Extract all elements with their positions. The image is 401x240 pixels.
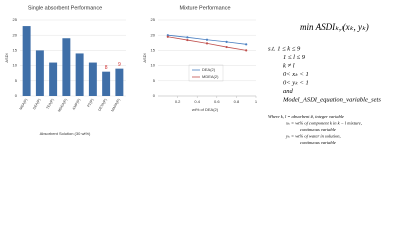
x-tick-label: 1 xyxy=(255,99,258,104)
definition: continuous variable xyxy=(300,127,336,132)
definition: continuous variable xyxy=(300,140,336,145)
objective: min ASDIₖ,ₗ(xₖ, yₖ) xyxy=(300,22,369,32)
x-tick-label: MAPA(P) xyxy=(110,98,121,112)
point xyxy=(186,38,189,42)
point xyxy=(205,42,209,45)
y-tick-label: 10 xyxy=(13,63,18,68)
point xyxy=(245,43,248,46)
y-axis-label: ASDI xyxy=(142,53,147,62)
x-tick-label: MDEA(P) xyxy=(57,98,68,113)
y-tick-label: 15 xyxy=(13,47,18,52)
x-tick-label: 0.6 xyxy=(214,99,220,104)
bar xyxy=(35,50,44,96)
point xyxy=(166,34,169,37)
x-tick-label: 0.4 xyxy=(194,99,200,104)
point xyxy=(166,35,169,38)
y-tick-label: 25 xyxy=(151,17,156,22)
definition: xₖ = wt% of component k in k − l mixture… xyxy=(285,121,362,127)
y-tick-label: 5 xyxy=(15,78,18,83)
x-tick-label: 0.2 xyxy=(175,99,181,104)
x-tick-label: DEA(P) xyxy=(32,98,41,110)
y-tick-label: 15 xyxy=(151,47,156,52)
legend-label: MDEA(2) xyxy=(202,74,219,79)
x-tick-label: TEA(P) xyxy=(46,98,55,110)
x-tick-label: PZ(P) xyxy=(87,98,95,108)
y-tick-label: 20 xyxy=(13,32,18,37)
legend-box xyxy=(188,64,224,82)
figure: min ASDIₖ,ₗ(xₖ, yₖ) s.t. 1 ≤ k ≤ 9 1 ≤ l … xyxy=(4,5,381,145)
bar xyxy=(115,68,124,96)
constraint: 1 ≤ l ≤ 9 xyxy=(283,54,306,61)
y-tick-label: 5 xyxy=(153,78,156,83)
y-tick-label: 25 xyxy=(13,17,18,22)
constraint: 0< yₖ < 1 xyxy=(283,79,309,86)
y-tick-label: 10 xyxy=(151,63,156,68)
y-axis-label: ASDI xyxy=(4,53,9,62)
bar xyxy=(88,62,97,96)
bar xyxy=(62,38,71,96)
x-tick-label: DETA(P) xyxy=(97,98,107,112)
point xyxy=(225,40,228,43)
x-tick-label: MEA(P) xyxy=(19,98,29,111)
chart-title: Mixture Performance xyxy=(179,5,230,11)
point xyxy=(205,38,209,41)
bar xyxy=(102,71,111,96)
point xyxy=(186,36,189,39)
bar xyxy=(49,62,58,96)
point xyxy=(225,45,228,49)
bar xyxy=(22,26,31,96)
constraint: k ≠ l xyxy=(283,62,295,69)
x-tick-label: AMP(P) xyxy=(72,98,82,111)
legend-label: DEA(2) xyxy=(202,67,216,72)
definition: Where k, l = absorbent #, integer variab… xyxy=(268,114,344,120)
point xyxy=(245,49,248,52)
constraint: 0< xₖ < 1 xyxy=(283,71,309,78)
y-tick-label: 0 xyxy=(153,93,156,98)
y-tick-label: 20 xyxy=(151,32,156,37)
x-tick-label: 0.8 xyxy=(234,99,240,104)
definition: yₖ = wt% of water in solution, xyxy=(285,134,341,140)
y-tick-label: 0 xyxy=(15,93,18,98)
value-label: 8 xyxy=(105,65,108,71)
constraint: and xyxy=(283,88,294,95)
chart-title: Single absorbent Performance xyxy=(28,5,102,11)
x-axis-label: Absorbent Solution (30 wt%) xyxy=(40,131,91,136)
value-label: 9 xyxy=(118,62,121,68)
x-axis-label: wt% of DEA(2) xyxy=(192,107,219,112)
constraint: s.t. 1 ≤ k ≤ 9 xyxy=(268,45,301,52)
bar xyxy=(75,53,84,96)
constraint: Model_ASDI_equation_variable_sets xyxy=(282,96,381,103)
